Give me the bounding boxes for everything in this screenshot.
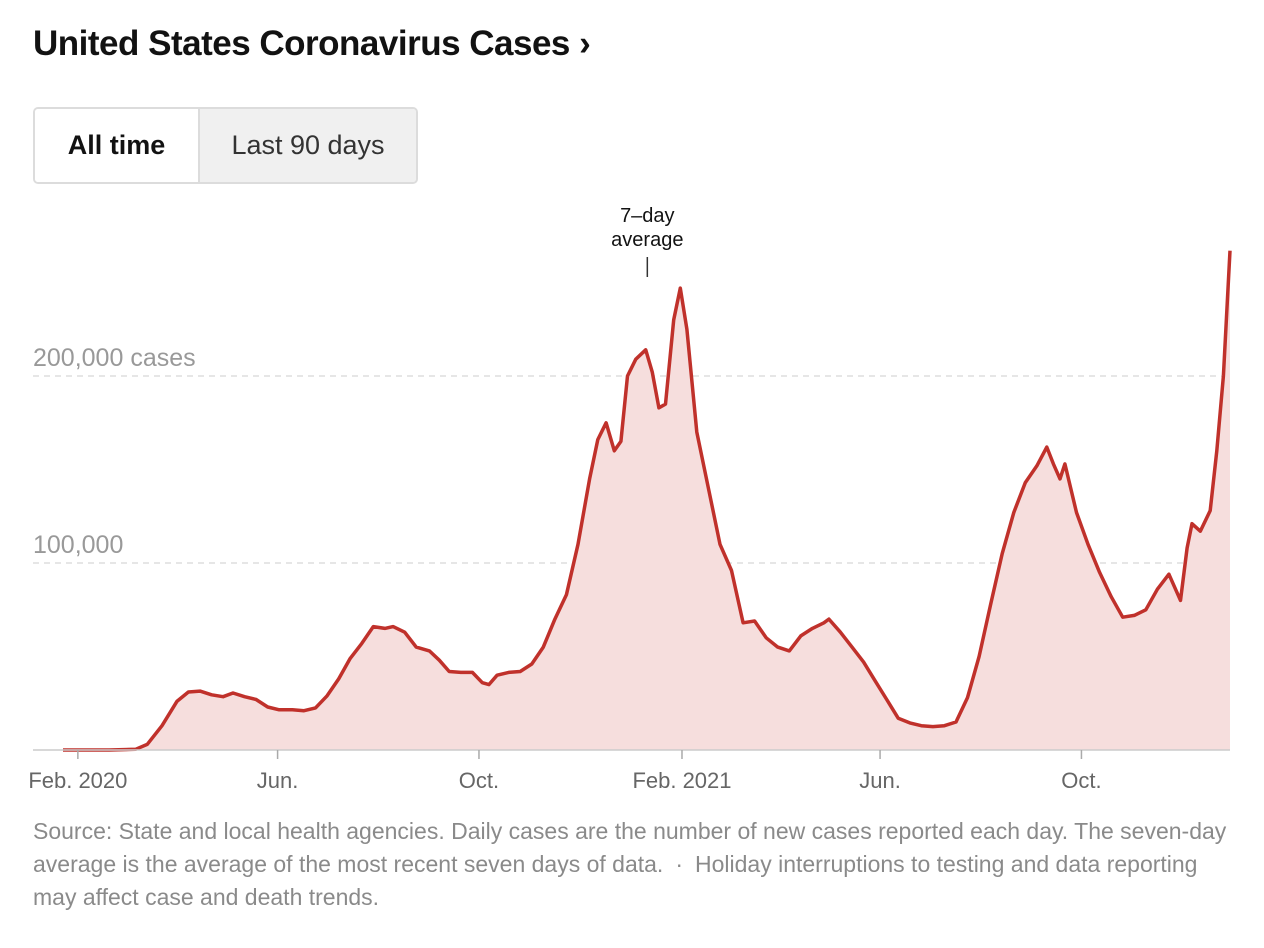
x-tick-label: Jun. <box>859 768 901 793</box>
source-text: Source: State and local health agencies.… <box>33 818 1227 877</box>
x-tick-label: Oct. <box>459 768 499 793</box>
annotation-label: 7–day <box>620 205 675 227</box>
annotation-label: average <box>611 229 683 251</box>
x-tick-label: Feb. 2021 <box>632 768 731 793</box>
holiday-note: Holiday interruptions to testing and dat… <box>33 851 1198 910</box>
tab-last-90-days[interactable]: Last 90 days <box>200 109 416 182</box>
y-tick-label: 200,000 cases <box>33 344 196 372</box>
x-tick-label: Oct. <box>1061 768 1101 793</box>
source-note: Source: State and local health agencies.… <box>33 815 1228 914</box>
x-axis-ticks: Feb. 2020 Jun. Oct. Feb. 2021 Jun. Oct. <box>28 750 1102 793</box>
separator: · <box>675 851 683 877</box>
chart-title[interactable]: United States Coronavirus Cases › <box>33 24 591 63</box>
x-tick-label: Jun. <box>257 768 299 793</box>
x-tick-label: Feb. 2020 <box>28 768 127 793</box>
cases-area <box>63 250 1230 750</box>
time-range-toggle: All time Last 90 days <box>33 107 418 184</box>
y-tick-label: 100,000 <box>33 531 123 559</box>
seven-day-average-line <box>63 250 1232 752</box>
tab-all-time[interactable]: All time <box>35 109 200 182</box>
